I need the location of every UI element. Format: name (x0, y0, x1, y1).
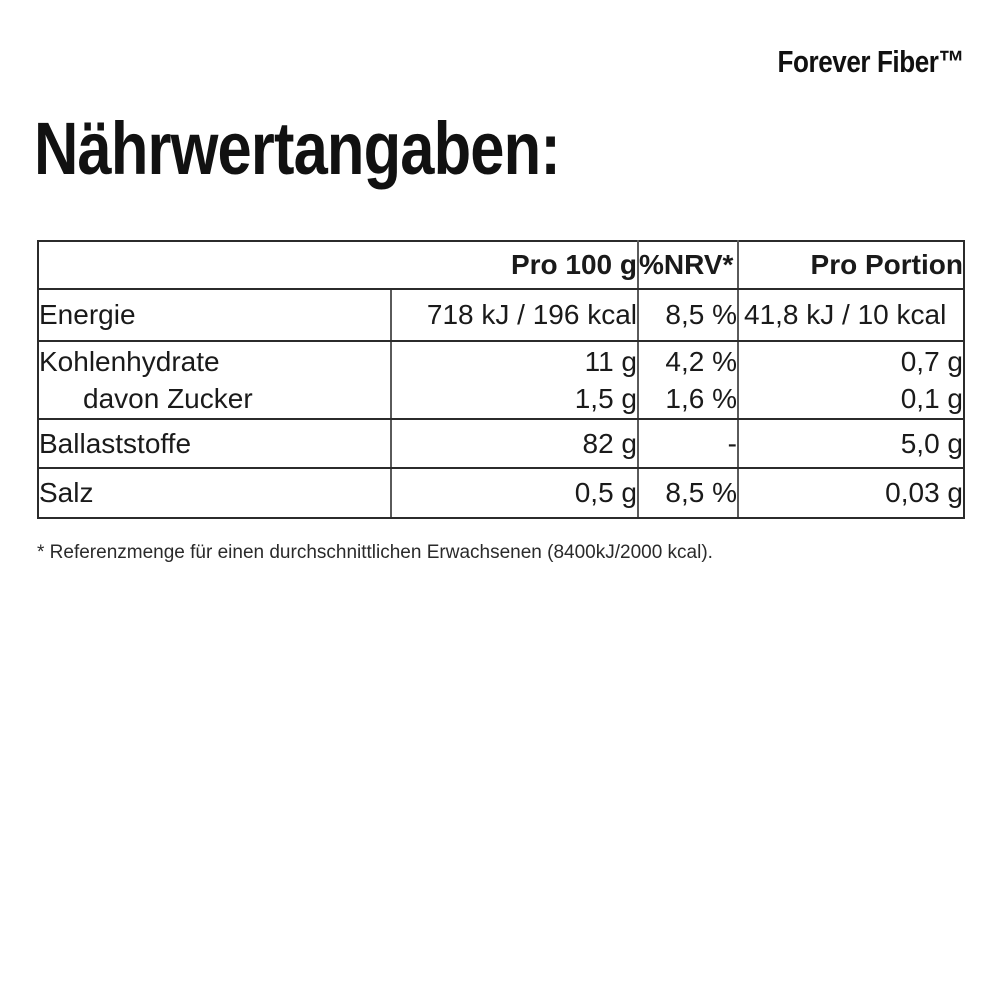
row-label-sub: davon Zucker (83, 383, 253, 414)
row-label: Ballaststoffe (37, 418, 392, 469)
value-per-portion-main: 0,7 g (900, 346, 963, 377)
value-nrv: 8,5 % (637, 288, 739, 342)
value-nrv-sub: 1,6 % (665, 383, 737, 414)
column-header-per-100g: Pro 100 g (37, 240, 639, 290)
table-row-salz: Salz 0,5 g 8,5 % 0,03 g (37, 467, 965, 519)
value-per-portion: 0,03 g (737, 467, 965, 519)
value-per-portion: 5,0 g (737, 418, 965, 469)
row-label-main: Kohlenhydrate (39, 346, 220, 377)
value-per-100g-main: 11 g (584, 346, 637, 377)
value-per-portion: 0,7 g 0,1 g (737, 340, 965, 420)
value-per-100g: 718 kJ / 196 kcal (390, 288, 639, 342)
nrv-reference-footnote: * Referenzmenge für einen durchschnittli… (37, 542, 713, 563)
column-header-per-portion: Pro Portion (737, 240, 965, 290)
value-per-portion-sub: 0,1 g (900, 383, 963, 414)
value-per-portion: 41,8 kJ / 10 kcal (737, 288, 965, 342)
column-header-nrv: %NRV* (637, 240, 739, 290)
value-nrv: - (637, 418, 739, 469)
value-nrv: 4,2 % 1,6 % (637, 340, 739, 420)
value-nrv-main: 4,2 % (665, 346, 737, 377)
page-title: Nährwertangaben: (34, 107, 561, 190)
row-label: Energie (37, 288, 392, 342)
brand-name: Forever Fiber™ (777, 44, 964, 79)
table-header-row: Pro 100 g %NRV* Pro Portion (37, 240, 965, 290)
row-label: Salz (37, 467, 392, 519)
row-label: Kohlenhydrate davon Zucker (37, 340, 392, 420)
value-nrv: 8,5 % (637, 467, 739, 519)
nutrition-table: Pro 100 g %NRV* Pro Portion Energie 718 … (37, 240, 965, 519)
table-row-kohlenhydrate: Kohlenhydrate davon Zucker 11 g 1,5 g 4,… (37, 340, 965, 420)
value-per-100g: 82 g (390, 418, 639, 469)
value-per-100g: 0,5 g (390, 467, 639, 519)
table-row-ballaststoffe: Ballaststoffe 82 g - 5,0 g (37, 418, 965, 469)
value-per-100g-sub: 1,5 g (574, 383, 637, 414)
table-row-energie: Energie 718 kJ / 196 kcal 8,5 % 41,8 kJ … (37, 288, 965, 342)
value-per-100g: 11 g 1,5 g (390, 340, 639, 420)
